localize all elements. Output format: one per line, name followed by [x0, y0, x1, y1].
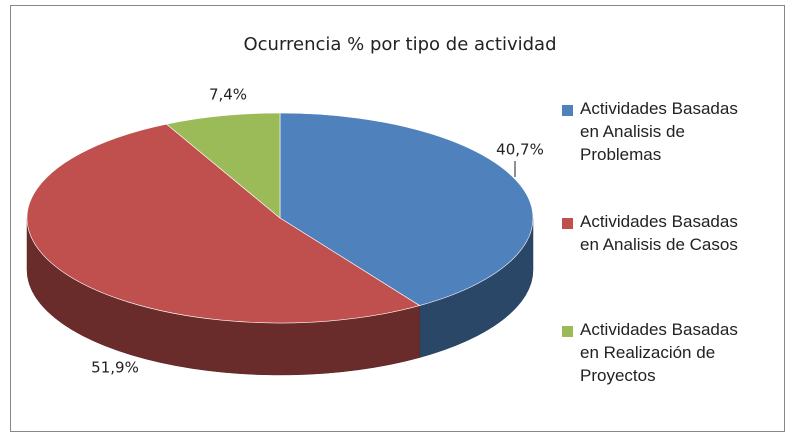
data-label: 51,9% — [91, 359, 139, 377]
slice — [26, 123, 421, 324]
legend-swatch — [562, 218, 573, 229]
legend-swatch — [562, 326, 573, 337]
data-label: 40,7% — [496, 141, 544, 159]
legend-label: Actividades Basadas en Analisis de Casos — [580, 212, 738, 254]
legend-swatch — [562, 105, 573, 116]
legend-label: Actividades Basadas en Realización de Pr… — [580, 320, 738, 385]
legend-label: Actividades Basadas en Analisis de Probl… — [580, 99, 738, 164]
data-label: 7,4% — [209, 86, 247, 104]
chart-title: Ocurrencia % por tipo de actividad — [243, 34, 556, 55]
slice — [165, 112, 281, 219]
